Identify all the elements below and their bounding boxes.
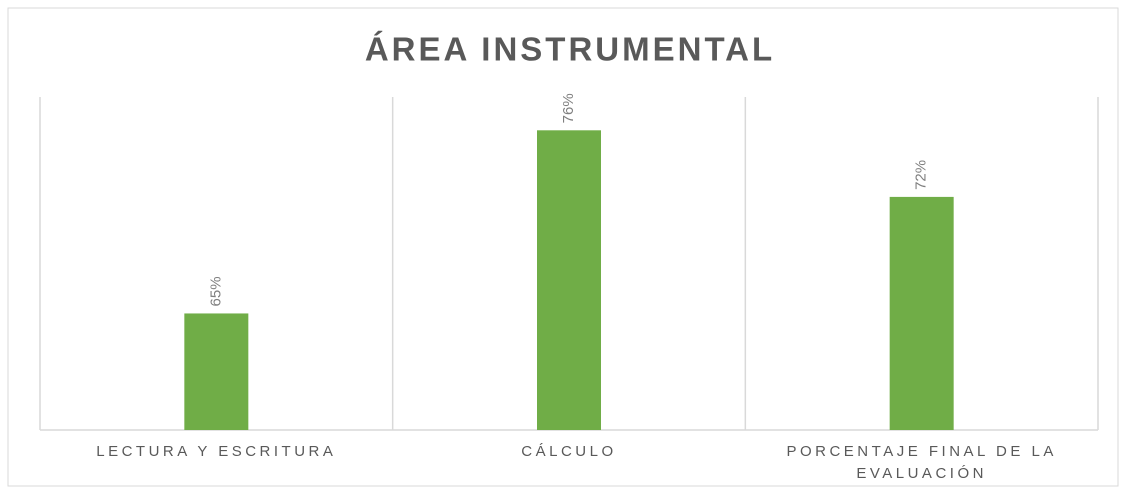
bar: [889, 196, 954, 430]
data-label: 65%: [207, 276, 224, 306]
chart-title: ÁREA INSTRUMENTAL: [365, 31, 775, 68]
bar: [184, 313, 249, 430]
bar: [537, 130, 601, 431]
x-tick-label: LECTURA Y ESCRITURA: [96, 443, 337, 460]
x-tick-label: CÁLCULO: [521, 443, 617, 460]
data-label: 76%: [560, 93, 577, 123]
data-label: 72%: [913, 160, 930, 190]
x-tick-label: PORCENTAJE FINAL DE LA EVALUACIÓN: [786, 443, 1057, 482]
chart-border: [7, 7, 1119, 487]
